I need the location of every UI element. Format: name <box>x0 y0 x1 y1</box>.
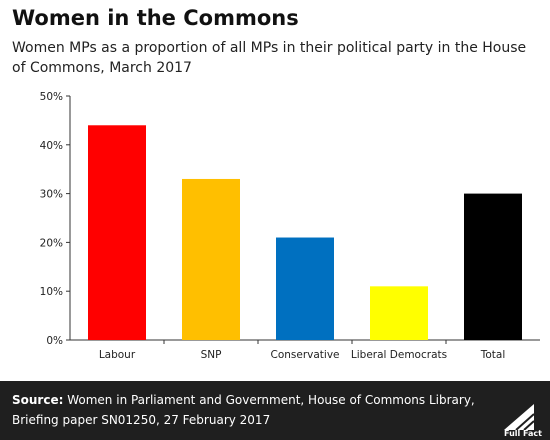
chart-subtitle: Women MPs as a proportion of all MPs in … <box>12 40 527 76</box>
y-tick-label: 20% <box>40 237 63 249</box>
bar-total <box>464 193 522 340</box>
x-tick-label: SNP <box>201 349 222 361</box>
source-label: Source: <box>12 393 64 407</box>
chart-title: Women in the Commons <box>12 6 299 30</box>
y-tick-label: 10% <box>40 286 63 298</box>
y-axis: 0% 10% 20% 30% 40% 50% <box>40 91 71 347</box>
full-fact-logo-icon <box>504 404 535 431</box>
x-tick-label: Conservative <box>270 349 339 361</box>
logo-text: Full Fact <box>504 429 542 438</box>
bar-liberal-democrats <box>370 286 428 340</box>
y-tick-label: 30% <box>40 189 63 201</box>
bar-labour <box>88 125 146 340</box>
bars <box>88 125 522 340</box>
source-footer: Source: Women in Parliament and Governme… <box>0 381 550 440</box>
source-citation: Women in Parliament and Government, Hous… <box>12 393 475 427</box>
x-axis: Labour SNP Conservative Liberal Democrats To… <box>70 339 540 361</box>
y-tick-label: 0% <box>46 335 63 347</box>
source-text: Source: Women in Parliament and Governme… <box>12 390 482 430</box>
y-tick-label: 50% <box>40 91 63 103</box>
bar-snp <box>182 178 240 340</box>
x-tick-label: Liberal Democrats <box>351 349 447 361</box>
bar-chart: 0%10%20%30%40%50% Labour SNP Conservative L… <box>40 91 540 361</box>
x-tick-label: Total <box>480 349 506 361</box>
y-tick-label: 40% <box>40 140 63 152</box>
x-tick-label: Labour <box>99 349 136 361</box>
bar-conservative <box>276 237 334 340</box>
